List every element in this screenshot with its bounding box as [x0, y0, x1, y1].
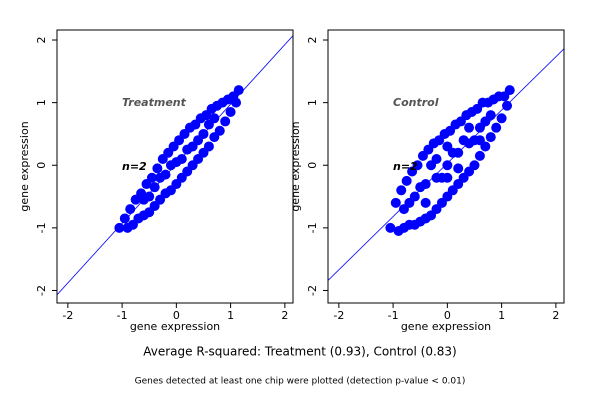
point	[203, 141, 214, 152]
x-tick-label: 2	[552, 309, 559, 322]
point	[385, 222, 396, 233]
panel-title: Control	[393, 96, 439, 109]
panel-title: Treatment	[122, 96, 187, 109]
footnote: Genes detected at least one chip were pl…	[135, 377, 466, 387]
point	[214, 125, 225, 136]
point	[398, 204, 409, 215]
point	[415, 182, 426, 193]
point	[114, 222, 125, 233]
y-tick-label: -1	[306, 222, 319, 233]
point	[474, 150, 485, 161]
x-axis-label: gene expression	[130, 320, 220, 333]
y-tick-label: -1	[35, 222, 48, 233]
point	[485, 132, 496, 143]
point	[396, 185, 407, 196]
y-axis-label: gene expression	[289, 121, 302, 211]
point	[442, 172, 453, 183]
plot-frame	[56, 29, 294, 304]
point	[155, 172, 166, 183]
reference-line	[57, 35, 293, 296]
point	[431, 153, 442, 164]
y-tick-label: -2	[35, 285, 48, 296]
point	[464, 122, 475, 133]
point	[144, 191, 155, 202]
x-tick-label: 1	[227, 309, 234, 322]
point	[125, 204, 136, 215]
point	[474, 135, 485, 146]
x-tick-label: 2	[281, 309, 288, 322]
point	[225, 107, 236, 118]
y-tick-label: 0	[306, 162, 319, 169]
panel-annotation: n=2	[393, 160, 418, 173]
point	[442, 160, 453, 171]
y-tick-label: 2	[35, 37, 48, 44]
x-tick-label: -2	[333, 309, 344, 322]
x-tick-label: 0	[444, 309, 451, 322]
point	[442, 141, 453, 152]
point	[231, 97, 242, 108]
plot-area	[57, 35, 293, 296]
plot-area	[328, 48, 564, 281]
point	[469, 160, 480, 171]
x-tick-label: -1	[117, 309, 128, 322]
plot-frame	[327, 29, 565, 304]
point	[453, 163, 464, 174]
point	[412, 160, 423, 171]
y-tick-label: 1	[35, 99, 48, 106]
point	[176, 153, 187, 164]
point	[491, 122, 502, 133]
point	[209, 113, 220, 124]
point	[165, 160, 176, 171]
x-axis-label: gene expression	[401, 320, 491, 333]
point	[119, 213, 130, 224]
point	[233, 85, 244, 96]
point	[458, 135, 469, 146]
x-tick-label: -2	[62, 309, 73, 322]
point	[152, 163, 163, 174]
point	[390, 197, 401, 208]
x-tick-label: 1	[498, 309, 505, 322]
point	[502, 100, 513, 111]
point	[485, 110, 496, 121]
x-tick-label: -1	[388, 309, 399, 322]
point	[220, 116, 231, 127]
y-tick-label: -2	[306, 285, 319, 296]
point	[420, 197, 431, 208]
point	[496, 113, 507, 124]
caption: Average R-squared: Treatment (0.93), Con…	[143, 345, 457, 359]
y-tick-label: 0	[35, 162, 48, 169]
point	[504, 85, 515, 96]
y-axis-label: gene expression	[18, 121, 31, 211]
y-tick-label: 2	[306, 37, 319, 44]
point	[401, 175, 412, 186]
reference-line	[328, 48, 564, 281]
point	[146, 172, 157, 183]
panel-annotation: n=2	[122, 160, 147, 173]
y-tick-label: 1	[306, 99, 319, 106]
x-tick-label: 0	[173, 309, 180, 322]
